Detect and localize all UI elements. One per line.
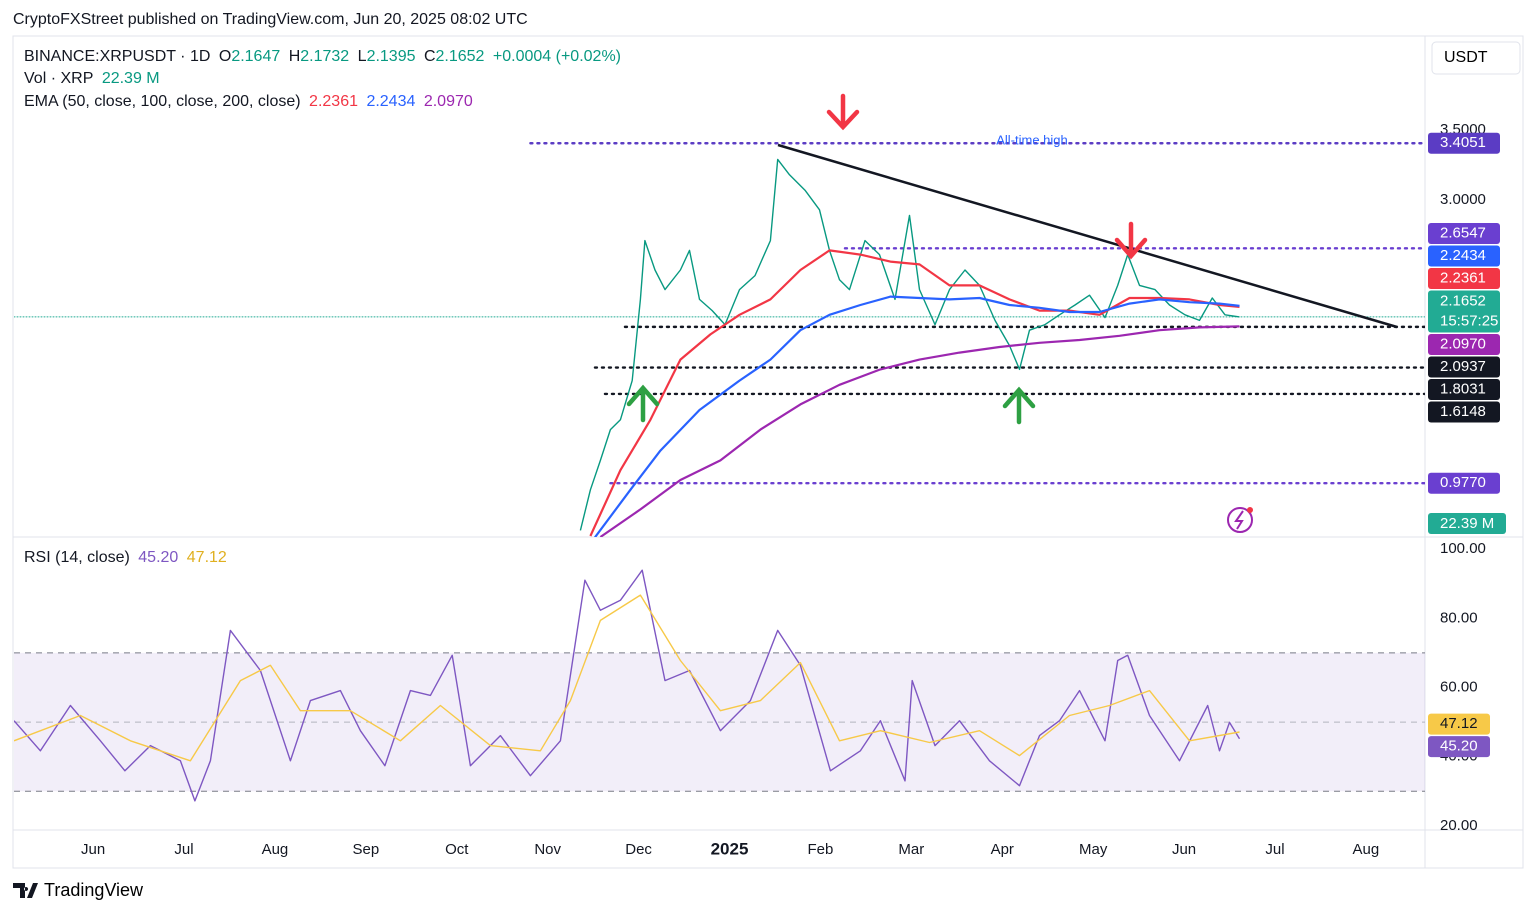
ohlc-value: 2.1395 [366, 48, 416, 65]
price-tag [1428, 245, 1500, 267]
price-tag [1428, 401, 1500, 423]
volume-tag-label: 22.39 M [1440, 515, 1494, 532]
rsi-value: 45.20 [138, 549, 179, 566]
ema-label: EMA (50, close, 100, close, 200, close) [24, 93, 301, 110]
ohlc-label: O [218, 48, 232, 65]
rsi-pane [14, 569, 1425, 802]
rsi-tag-label: 47.12 [1440, 715, 1478, 732]
ohlc-value: 2.1647 [231, 48, 281, 65]
currency-box[interactable] [1431, 41, 1521, 75]
price-tag [1428, 472, 1500, 494]
brand-logo [13, 883, 38, 898]
x-tick-label: Jun [81, 841, 105, 858]
ohlc-label: L [357, 48, 367, 65]
series-line [14, 569, 1241, 802]
arrow-up [626, 384, 660, 423]
price-tag-label: 2.6547 [1440, 225, 1486, 242]
y-tick-label: 80.00 [1440, 609, 1478, 626]
ema-value: 2.0970 [423, 93, 473, 110]
ema-value: 2.2434 [366, 93, 416, 110]
price-tag [1428, 132, 1500, 154]
x-tick-label: Aug [1353, 841, 1380, 858]
series-line [579, 158, 1240, 531]
x-tick-label: Dec [625, 841, 652, 858]
publisher: CryptoFXStreet published on TradingView.… [13, 11, 528, 28]
price-tag-label: 2.2361 [1440, 270, 1486, 287]
price-tag [1428, 268, 1500, 290]
y-tick-label: 60.00 [1440, 678, 1478, 695]
x-tick-label: Jul [174, 841, 193, 858]
x-tick-label: Jun [1172, 841, 1196, 858]
arrow-down [1114, 221, 1148, 260]
volume-tag [1428, 513, 1506, 534]
series-line [594, 295, 1240, 537]
rsi-legend: RSI (14, close) 45.20 47.12 [24, 549, 231, 567]
rsi-tag [1428, 736, 1490, 758]
x-tick-label: Mar [898, 841, 924, 858]
price-tag [1428, 356, 1500, 378]
y-tick-label: 3.0000 [1440, 191, 1486, 208]
price-tag [1428, 223, 1500, 245]
x-tick-label: May [1079, 841, 1108, 858]
price-tag-label: 3.4051 [1440, 134, 1486, 151]
price-tag-label: 2.0970 [1440, 336, 1486, 353]
x-tick-label: Apr [991, 841, 1014, 858]
price-tag-label: 2.2434 [1440, 247, 1486, 264]
price-pane [14, 142, 1425, 537]
price-tag-label: 1.8031 [1440, 381, 1486, 398]
price-tag-label: 0.9770 [1440, 474, 1486, 491]
series-line [14, 594, 1240, 762]
x-tick-label: Sep [352, 841, 379, 858]
price-tag-label: 2.1652 [1440, 293, 1486, 310]
ohlc-label: H [288, 48, 301, 65]
price-tag-label: 2.0937 [1440, 358, 1486, 375]
countdown: 15:57:25 [1440, 313, 1498, 330]
ema-value: 2.2361 [309, 93, 358, 110]
series-line [599, 325, 1240, 537]
x-tick-label: Oct [445, 841, 469, 858]
legend-line: BINANCE:XRPUSDT · 1D O2.1647 H2.1732 L2.… [24, 48, 625, 66]
rsi-tag-label: 45.20 [1440, 738, 1478, 755]
y-tick-label: 100.00 [1440, 540, 1486, 557]
price-tag [1428, 334, 1500, 356]
ohlc-value: 2.1732 [300, 48, 350, 65]
y-tick-label: 20.00 [1440, 817, 1478, 834]
ohlc-label: C [423, 48, 436, 65]
frame [12, 35, 1524, 869]
change: +0.0004 (+0.02%) [492, 48, 621, 65]
vol-value: 22.39 M [101, 70, 160, 87]
x-tick-label: Nov [534, 841, 561, 858]
trendline [777, 143, 1398, 329]
x-tick-label: Jul [1265, 841, 1284, 858]
x-tick-label: Aug [262, 841, 289, 858]
ohlc-value: 2.1652 [435, 48, 485, 65]
logo-icon [1227, 507, 1253, 533]
brand: TradingView [44, 880, 144, 900]
price-tag-label: 1.6148 [1440, 403, 1486, 420]
rsi-label: RSI (14, close) [24, 549, 130, 566]
ema-legend: EMA (50, close, 100, close, 200, close) … [24, 93, 477, 111]
arrow-down [826, 93, 860, 131]
series-line [589, 249, 1240, 537]
rsi-tag [1428, 713, 1490, 735]
annotation: All-time high [996, 132, 1068, 147]
volume-legend: Vol · XRP 22.39 M [24, 70, 164, 88]
currency[interactable]: USDT [1444, 49, 1488, 66]
axes: 3.50003.00003.40512.65472.24342.23612.16… [81, 121, 1506, 858]
price-tag [1428, 379, 1500, 401]
x-tick-label: 2025 [711, 839, 749, 858]
rsi-ma-value: 47.12 [186, 549, 227, 566]
vol-label: Vol · XRP [24, 70, 94, 87]
price-tag [1428, 290, 1500, 333]
symbol: BINANCE:XRPUSDT · 1D [24, 48, 211, 65]
arrow-up [1002, 386, 1036, 425]
x-tick-label: Feb [807, 841, 833, 858]
